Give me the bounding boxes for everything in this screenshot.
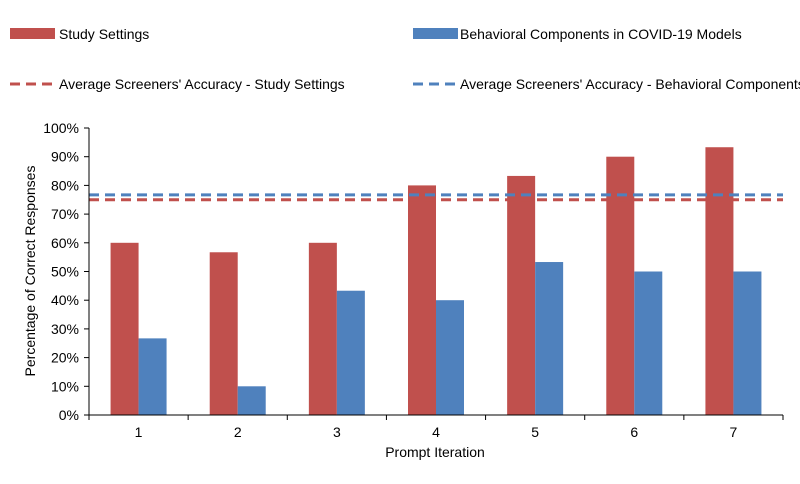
y-tick-label: 60% [51,235,79,251]
tick-labels: 0% 10% 20% 30% 40% 50% 60% 70% 80% 90% 100% 1 2 3 4 5 6 7 [43,120,737,440]
y-tick-label: 80% [51,177,79,193]
y-axis-title: Percentage of Correct Responses [22,166,38,377]
x-tick-label: 5 [531,424,539,440]
bar-behavioral-components-2 [237,386,266,415]
x-tick-label: 6 [630,424,638,440]
x-tick-label: 4 [432,424,440,440]
x-tick-label: 7 [730,424,738,440]
x-axis-title: Prompt Iteration [385,444,485,460]
y-tick-label: 20% [51,350,79,366]
bar-study-settings-4 [408,185,436,415]
y-tick-label: 30% [51,321,79,337]
y-tick-label: 10% [51,378,79,394]
bar-behavioral-components-7 [733,271,762,415]
y-tick-label: 50% [51,264,79,280]
bar-study-settings-7 [705,147,734,415]
y-tick-label: 90% [51,149,79,165]
x-tick-label: 2 [234,424,242,440]
bar-behavioral-components-6 [634,271,663,415]
bar-behavioral-components-5 [535,262,564,415]
bar-study-settings-2 [209,252,238,415]
bar-behavioral-components-3 [336,290,365,415]
bars [110,147,762,415]
legend-label-study-settings: Study Settings [59,26,149,42]
x-tick-label: 3 [333,424,341,440]
y-tick-label: 70% [51,206,79,222]
y-tick-label: 0% [59,407,79,423]
x-tick-label: 1 [135,424,143,440]
bar-study-settings-5 [507,175,536,415]
legend-swatch-behavioral-components [413,28,458,39]
legend-label-behavioral-components: Behavioral Components in COVID-19 Models [460,26,742,42]
axes [84,127,784,420]
legend-label-avg-study-settings: Average Screeners' Accuracy - Study Sett… [59,76,345,92]
legend: Study Settings Behavioral Components in … [10,26,800,92]
reference-lines [89,193,783,202]
bar-behavioral-components-4 [436,300,464,415]
legend-swatch-study-settings [10,28,55,39]
legend-label-avg-behavioral-components: Average Screeners' Accuracy - Behavioral… [460,76,800,92]
bar-behavioral-components-1 [138,338,167,415]
y-tick-label: 40% [51,292,79,308]
bar-study-settings-3 [308,242,337,415]
y-tick-label: 100% [43,120,79,136]
bar-study-settings-1 [110,242,139,415]
